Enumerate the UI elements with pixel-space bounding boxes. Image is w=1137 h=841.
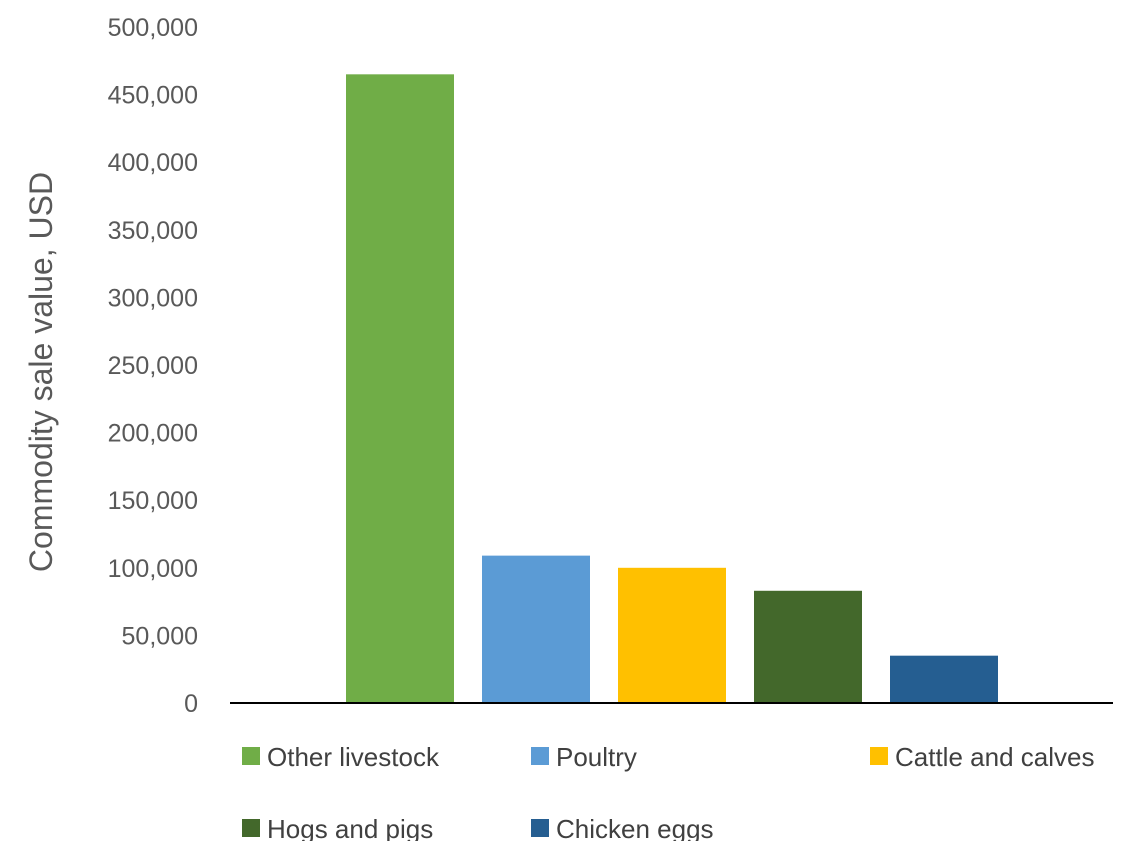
y-axis-title: Commodity sale value, USD — [23, 172, 59, 572]
legend-swatch — [531, 747, 549, 765]
bar-poultry — [482, 555, 590, 703]
legend-label: Hogs and pigs — [267, 814, 433, 841]
legend-swatch — [242, 819, 260, 837]
y-tick-label: 500,000 — [108, 14, 198, 42]
y-tick-label: 0 — [184, 690, 198, 718]
bar-hogs-and-pigs — [754, 590, 862, 703]
legend-item-poultry: Poultry — [531, 742, 637, 772]
legend-item-hogs-and-pigs: Hogs and pigs — [242, 814, 433, 841]
legend-item-cattle-and-calves: Cattle and calves — [870, 742, 1094, 772]
legend-swatch — [870, 747, 888, 765]
legend-item-chicken-eggs: Chicken eggs — [531, 814, 714, 841]
legend-item-other-livestock: Other livestock — [242, 742, 440, 772]
legend-swatch — [242, 747, 260, 765]
legend-label: Poultry — [556, 742, 637, 772]
y-tick-label: 100,000 — [108, 555, 198, 583]
y-tick-label: 400,000 — [108, 149, 198, 177]
y-tick-label: 250,000 — [108, 352, 198, 380]
legend-swatch — [531, 819, 549, 837]
legend-label: Cattle and calves — [895, 742, 1094, 772]
legend-label: Other livestock — [267, 742, 440, 772]
bar-cattle-and-calves — [618, 567, 726, 703]
y-tick-label: 300,000 — [108, 284, 198, 312]
legend: Other livestock Poultry Cattle and calves H… — [242, 742, 1094, 841]
bars — [346, 74, 998, 703]
y-tick-label: 150,000 — [108, 487, 198, 515]
legend-label: Chicken eggs — [556, 814, 714, 841]
bar-other-livestock — [346, 74, 454, 703]
y-tick-label: 50,000 — [122, 622, 198, 650]
y-tick-label: 350,000 — [108, 217, 198, 245]
bar-chicken-eggs — [890, 655, 998, 703]
y-axis-tick-labels: 0 50,000 100,000 150,000 200,000 250,000 300,0… — [108, 14, 198, 718]
y-tick-label: 450,000 — [108, 82, 198, 110]
y-tick-label: 200,000 — [108, 420, 198, 448]
